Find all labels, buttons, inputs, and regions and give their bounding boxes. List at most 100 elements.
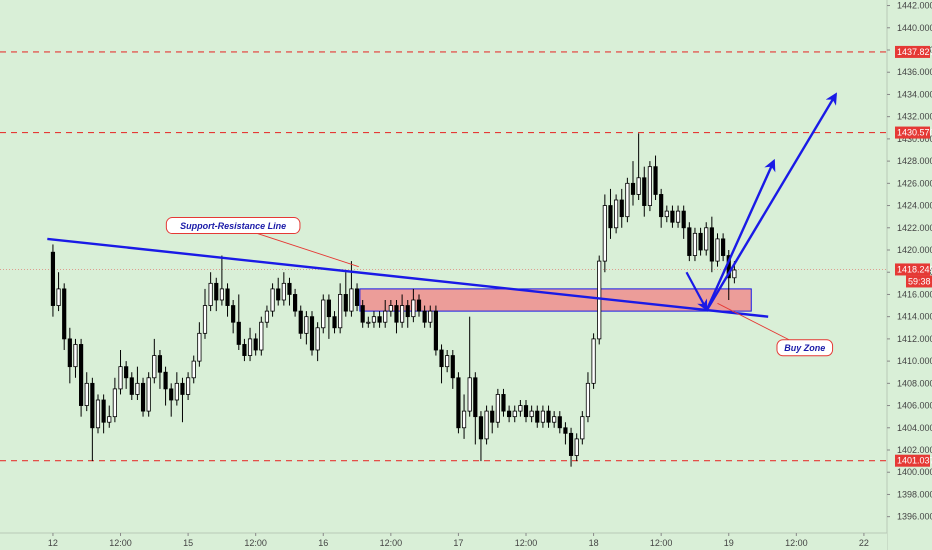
candle-body: [484, 410, 489, 440]
candle-108: [659, 188, 664, 228]
level-price-tag-0-text: 1437.827: [897, 47, 932, 57]
candle-body: [276, 288, 281, 301]
price-tick-label-7: 1408.000: [897, 378, 932, 388]
candle-79: [495, 388, 500, 428]
candle-20: [163, 366, 168, 406]
candle-43: [293, 288, 298, 317]
candle-10: [107, 405, 112, 428]
candle-body: [557, 416, 562, 429]
candle-104: [636, 133, 641, 200]
candle-body: [287, 282, 292, 295]
candle-70: [445, 350, 450, 373]
candle-body: [197, 332, 202, 362]
candle-body: [619, 199, 624, 218]
time-tick-label-7: 12:00: [515, 538, 538, 548]
candle-body: [219, 288, 224, 301]
projection-arrow-1: [705, 92, 837, 312]
candle-26: [197, 322, 202, 367]
annotations: Support-Resistance Line Buy Zone: [165, 217, 834, 357]
time-tick-label-10: 19: [724, 538, 734, 548]
candle-body: [56, 288, 61, 306]
candle-19: [157, 350, 163, 389]
candle-body: [338, 294, 343, 329]
price-tick-label-16: 1426.000: [897, 178, 932, 188]
candle-78: [490, 405, 495, 434]
price-tick-label-1: 1396.000: [897, 512, 932, 522]
price-tick-label-20: 1434.000: [897, 89, 932, 99]
candle-body: [709, 227, 714, 262]
candle-119: [721, 233, 726, 262]
candle-body: [715, 238, 720, 262]
candle-88: [546, 405, 551, 428]
candle-65: [416, 294, 422, 317]
candle-body: [383, 310, 388, 323]
candle-68: [433, 305, 438, 356]
candle-22: [174, 372, 179, 406]
candle-body: [247, 338, 253, 356]
candle-25: [191, 355, 196, 384]
candle-16: [140, 377, 146, 417]
candle-62: [400, 294, 405, 328]
candle-body: [146, 377, 151, 412]
candle-58: [377, 311, 382, 328]
candle-body: [354, 288, 360, 306]
candle-body: [225, 288, 230, 306]
price-tick-label-11: 1416.000: [897, 289, 932, 299]
level-price-tag-1-bg: [895, 126, 930, 139]
candle-body: [157, 355, 163, 373]
candle-69: [439, 344, 444, 384]
candle-32: [231, 300, 236, 334]
candle-85: [529, 405, 534, 423]
candle-body: [253, 338, 258, 351]
candle-body: [400, 305, 405, 323]
candle-body: [124, 366, 129, 379]
candle-body: [445, 355, 450, 368]
candle-14: [129, 372, 134, 400]
candle-91: [563, 422, 568, 445]
annotation-text: Support-Resistance Line: [180, 221, 286, 231]
candle-body: [343, 294, 348, 312]
candle-27: [202, 288, 208, 339]
candle-body: [326, 299, 331, 318]
candle-44: [298, 305, 303, 339]
candle-80: [501, 388, 506, 417]
candle-39: [270, 283, 275, 317]
annotation-1: Buy Zone: [717, 302, 834, 357]
candle-53: [349, 261, 354, 317]
candle-87: [540, 405, 545, 428]
candle-body: [214, 282, 219, 301]
candle-body: [298, 310, 303, 334]
candle-body: [574, 438, 579, 456]
candle-body: [231, 305, 236, 323]
candle-body: [208, 282, 213, 306]
candle-102: [625, 177, 630, 223]
candle-0: [50, 244, 56, 317]
countdown-badge: 59:38: [906, 275, 932, 288]
candle-body: [152, 355, 157, 379]
candle-95: [585, 372, 591, 423]
candle-body: [721, 238, 726, 256]
price-tick-label-13: 1420.000: [897, 245, 932, 255]
candle-body: [478, 416, 484, 440]
price-tick-label-3: 1400.000: [897, 467, 932, 477]
level-price-tag-1-text: 1430.570: [897, 128, 932, 138]
candle-body: [687, 227, 692, 256]
time-tick-label-11: 12:00: [785, 538, 808, 548]
candle-55: [360, 300, 365, 328]
candle-body: [507, 410, 512, 418]
candle-body: [614, 199, 619, 229]
candle-84: [523, 400, 529, 423]
candle-46: [309, 311, 315, 356]
candle-18: [152, 338, 157, 384]
candle-6: [84, 372, 89, 412]
candle-74: [467, 316, 472, 417]
candle-body: [135, 382, 140, 395]
buy-zone-rect: [359, 288, 752, 312]
price-tick-label-10: 1414.000: [897, 312, 932, 322]
candle-body: [95, 399, 101, 429]
candle-body: [107, 416, 112, 423]
candle-92: [568, 427, 574, 467]
candle-body: [50, 251, 56, 306]
